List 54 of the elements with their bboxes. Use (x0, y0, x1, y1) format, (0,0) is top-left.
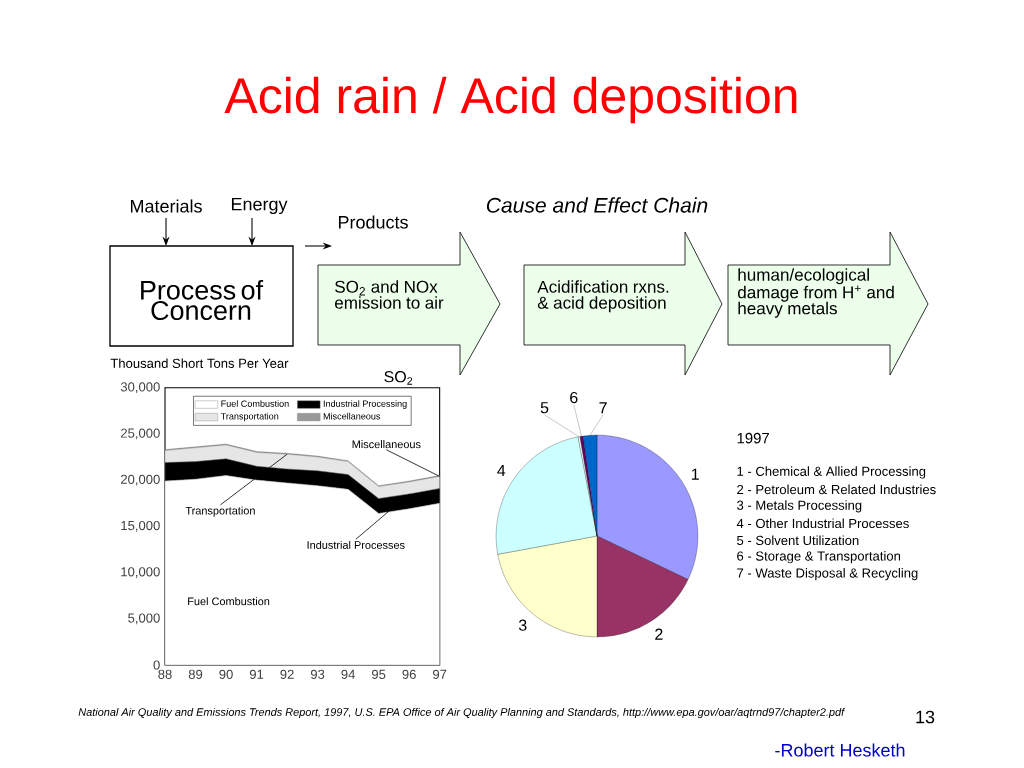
text: Cause and Effect Chain (486, 197, 708, 213)
text: 7 - Waste Disposal & Recycling (737, 568, 918, 581)
slice-label: 4 (497, 465, 506, 477)
text: 5 - Solvent Utilization (737, 535, 859, 546)
text: 1 - Chemical & Allied Processing (737, 466, 926, 479)
text: National Air Quality and Emissions Trends Report, 1997, U.S. EPA Office of Air Quality Planning and Standards, http://www.epa.gov/oar/aqtrnd97/chapter2.pdf (78, 707, 846, 719)
slice-label: 7 (599, 402, 607, 414)
text: Products (338, 215, 408, 229)
annotation: Industrial Processes (307, 540, 405, 549)
text: Energy (231, 197, 288, 215)
x-tick-label: 92 (280, 669, 294, 679)
text: 6 - Storage & Transportation (737, 551, 901, 564)
legend-label: Transportation (220, 412, 279, 422)
x-tick-label: 95 (371, 669, 386, 679)
text: -Robert Hesketh (775, 743, 905, 757)
text: human/ecological damage from H$^{+}$ and heavy metals (737, 268, 894, 318)
slice-label: 1 (691, 468, 699, 480)
text: 3 - Metals Processing (737, 500, 862, 513)
text: Acidification rxns. & acid deposition (537, 280, 669, 313)
slice-label: 5 (540, 402, 549, 414)
text: Materials (130, 199, 202, 213)
legend-title: 1997 (737, 432, 769, 444)
y-tick-label: 5,000 (128, 613, 160, 625)
y-tick-label: 10,000 (121, 567, 160, 578)
legend-label: Fuel Combustion (221, 400, 289, 407)
text: Acid rain / Acid deposition (224, 76, 797, 124)
text: 2 - Petroleum & Related Industries (737, 484, 936, 495)
y-tick-label: 0 (153, 660, 160, 670)
text: 13 (916, 710, 935, 724)
legend-label: Miscellaneous (323, 412, 381, 420)
y-tick-label: 15,000 (121, 520, 160, 532)
x-tick-label: 89 (188, 669, 203, 679)
x-tick-label: 93 (310, 669, 325, 679)
text: SO$_{2}$ and NOx emission to air (335, 280, 444, 309)
x-tick-label: 97 (433, 669, 447, 679)
annotation: Transportation (185, 506, 255, 517)
text: 4 - Other Industrial Processes (736, 518, 909, 529)
x-tick-label: 90 (219, 669, 233, 679)
slice-label: 6 (570, 391, 578, 404)
annotation: Miscellaneous (352, 440, 421, 449)
annotation: Fuel Combustion (188, 597, 270, 606)
slice-label: 3 (518, 619, 527, 631)
x-tick-label: 94 (341, 669, 355, 679)
y-tick-label: 20,000 (120, 474, 160, 486)
y-tick-label: 30,000 (120, 382, 160, 394)
slice-label: 2 (655, 628, 663, 640)
x-tick-label: 96 (402, 669, 416, 679)
x-tick-label: 88 (158, 669, 172, 679)
y-axis-title: Thousand Short Tons Per Year (110, 358, 289, 368)
chart-title: SO$_{2}$ (384, 371, 413, 385)
x-tick-label: 91 (249, 669, 264, 679)
text: Process of Concern (141, 279, 264, 321)
y-tick-label: 25,000 (120, 428, 160, 440)
legend-label: Industrial Processing (323, 400, 407, 409)
